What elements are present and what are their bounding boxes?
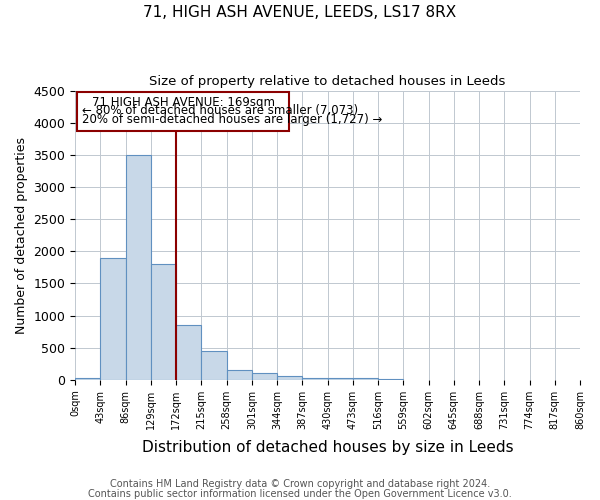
Bar: [151, 264, 176, 380]
Text: Contains HM Land Registry data © Crown copyright and database right 2024.: Contains HM Land Registry data © Crown c…: [110, 479, 490, 489]
Bar: [378, 379, 403, 380]
Bar: [277, 376, 302, 380]
Bar: [328, 378, 353, 380]
Text: 71, HIGH ASH AVENUE, LEEDS, LS17 8RX: 71, HIGH ASH AVENUE, LEEDS, LS17 8RX: [143, 5, 457, 20]
Y-axis label: Number of detached properties: Number of detached properties: [15, 136, 28, 334]
Bar: [77, 92, 289, 131]
Bar: [75, 378, 100, 380]
Bar: [176, 325, 202, 380]
Bar: [302, 378, 328, 380]
Bar: [125, 155, 151, 380]
Text: ← 80% of detached houses are smaller (7,073): ← 80% of detached houses are smaller (7,…: [82, 104, 358, 117]
X-axis label: Distribution of detached houses by size in Leeds: Distribution of detached houses by size …: [142, 440, 514, 455]
Bar: [353, 378, 378, 380]
Bar: [100, 258, 125, 380]
Title: Size of property relative to detached houses in Leeds: Size of property relative to detached ho…: [149, 75, 506, 88]
Bar: [252, 374, 277, 380]
Bar: [202, 351, 227, 380]
Bar: [227, 370, 252, 380]
Text: Contains public sector information licensed under the Open Government Licence v3: Contains public sector information licen…: [88, 489, 512, 499]
Text: 20% of semi-detached houses are larger (1,727) →: 20% of semi-detached houses are larger (…: [82, 113, 382, 126]
Text: 71 HIGH ASH AVENUE: 169sqm: 71 HIGH ASH AVENUE: 169sqm: [92, 96, 275, 108]
